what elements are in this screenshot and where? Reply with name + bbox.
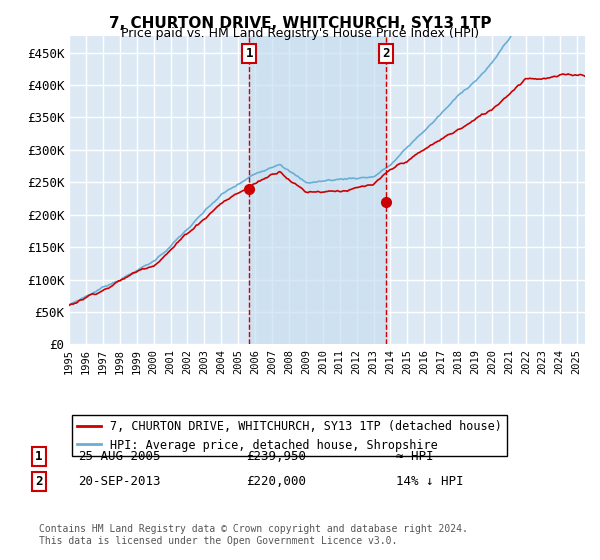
Text: £239,950: £239,950 [246,450,306,463]
Text: 20-SEP-2013: 20-SEP-2013 [78,475,161,488]
Text: Price paid vs. HM Land Registry's House Price Index (HPI): Price paid vs. HM Land Registry's House … [121,27,479,40]
Text: £220,000: £220,000 [246,475,306,488]
Text: ≈ HPI: ≈ HPI [396,450,433,463]
Legend: 7, CHURTON DRIVE, WHITCHURCH, SY13 1TP (detached house), HPI: Average price, det: 7, CHURTON DRIVE, WHITCHURCH, SY13 1TP (… [73,415,506,456]
Text: Contains HM Land Registry data © Crown copyright and database right 2024.
This d: Contains HM Land Registry data © Crown c… [39,524,468,546]
Text: 2: 2 [35,475,43,488]
Text: 7, CHURTON DRIVE, WHITCHURCH, SY13 1TP: 7, CHURTON DRIVE, WHITCHURCH, SY13 1TP [109,16,491,31]
Text: 14% ↓ HPI: 14% ↓ HPI [396,475,463,488]
Text: 2: 2 [382,47,389,60]
Text: 1: 1 [245,47,253,60]
Text: 1: 1 [35,450,43,463]
Bar [249,36,386,344]
Text: 25-AUG-2005: 25-AUG-2005 [78,450,161,463]
